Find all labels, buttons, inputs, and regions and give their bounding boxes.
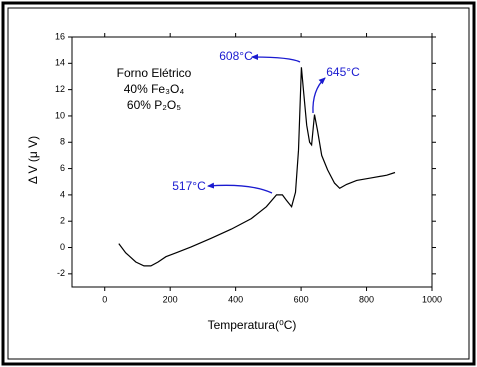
x-axis-label: Temperatura(⁰C) (208, 318, 297, 332)
y-tick-label: 10 (55, 110, 65, 120)
annotation-label: 645°C (326, 65, 360, 79)
data-line (118, 67, 396, 267)
legend-text: 40% Fe₃O₄ (124, 82, 185, 96)
x-tick-label: 1000 (422, 294, 442, 304)
y-axis-label: Δ V (μ V) (26, 136, 40, 184)
annotation-arrow (312, 77, 326, 114)
x-tick-label: 600 (294, 294, 309, 304)
annotation-arrow (207, 182, 273, 194)
y-tick-label: 0 (60, 242, 65, 252)
y-tick-label: 8 (60, 137, 65, 147)
x-tick-label: 0 (102, 294, 107, 304)
annotation-arrow (251, 54, 301, 63)
inner-frame (7, 7, 470, 360)
y-tick-label: 16 (55, 31, 65, 41)
y-tick-label: 6 (60, 163, 65, 173)
y-tick-label: 12 (55, 84, 65, 94)
x-tick-label: 400 (228, 294, 243, 304)
plot-area (71, 36, 433, 288)
x-tick-label: 800 (359, 294, 374, 304)
annotation-label: 517°C (172, 179, 206, 193)
y-tick-label: 4 (60, 189, 65, 199)
annotation-label: 608°C (219, 49, 253, 63)
y-tick-label: 2 (60, 216, 65, 226)
y-tick-label: 14 (55, 58, 65, 68)
x-tick-label: 200 (163, 294, 178, 304)
y-tick-label: -2 (57, 268, 65, 278)
legend-text: 60% P₂O₅ (127, 98, 181, 112)
legend-text: Forno Elétrico (117, 66, 192, 80)
